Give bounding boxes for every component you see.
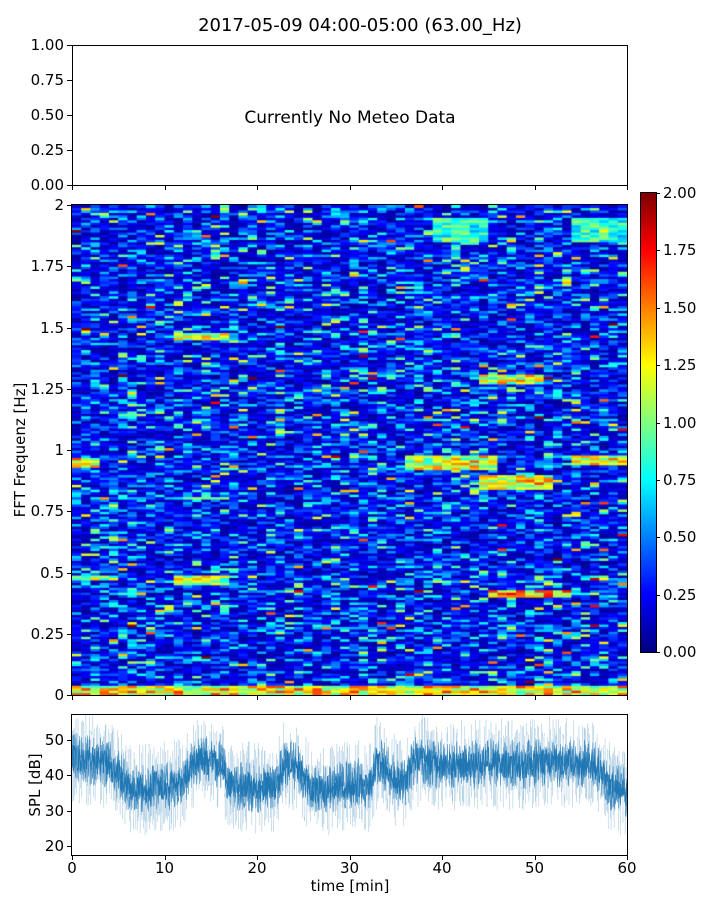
x-tick-mark: [164, 695, 166, 700]
x-tick-mark: [72, 855, 73, 860]
spectrogram-y-tick-label: 1.25: [30, 379, 64, 398]
spectrogram-heatmap: [72, 205, 627, 695]
meteo-y-tick-label: 0.50: [30, 106, 64, 124]
figure-title: 2017-05-09 04:00-05:00 (63.00_Hz): [198, 15, 522, 36]
colorbar-tick-mark: [656, 365, 660, 367]
meteo-y-tick-label: 0.00: [30, 176, 64, 194]
x-tick-mark: [164, 855, 166, 860]
colorbar-tick-label: 0.25: [663, 585, 697, 604]
colorbar-tick-mark: [656, 422, 660, 424]
x-tick-label: 0: [67, 859, 77, 877]
colorbar-tick-mark: [656, 594, 660, 596]
spectrogram-y-tick-label: 0: [54, 686, 64, 704]
meteo-y-tick-mark: [67, 45, 72, 46]
x-tick-mark: [349, 185, 351, 190]
spectrogram-y-tick-mark: [67, 572, 72, 574]
colorbar-tick-mark: [656, 537, 660, 539]
colorbar-tick-label: 2.00: [663, 184, 697, 202]
spl-y-tick-mark: [67, 810, 72, 812]
x-tick-label: 60: [617, 859, 637, 877]
spl-y-tick-mark: [67, 775, 72, 777]
colorbar-tick-label: 0.75: [663, 470, 697, 489]
x-tick-mark: [257, 185, 258, 190]
colorbar-tick-mark: [656, 307, 660, 309]
spl-y-tick-mark: [67, 739, 72, 741]
meteo-y-tick-mark: [67, 115, 72, 116]
spl-y-tick-label: 50: [44, 730, 64, 749]
x-tick-label: 50: [524, 859, 545, 877]
x-tick-mark: [442, 855, 443, 860]
x-tick-mark: [627, 855, 628, 860]
meteo-y-tick-label: 0.75: [30, 71, 64, 89]
spectrogram-y-tick-label: 0.75: [30, 502, 64, 521]
spectrogram-y-tick-mark: [67, 450, 72, 451]
x-tick-mark: [72, 695, 73, 700]
colorbar-tick-label: 0.00: [663, 643, 697, 661]
spectrogram-y-tick-mark: [67, 205, 72, 206]
colorbar-tick-mark: [656, 193, 660, 194]
spectrogram-frame: [71, 204, 628, 696]
x-tick-label: 30: [339, 859, 360, 877]
x-tick-mark: [534, 695, 536, 700]
spectrogram-y-tick-label: 0.25: [30, 624, 64, 643]
x-tick-mark: [442, 695, 443, 700]
spl-y-tick-label: 30: [44, 801, 64, 820]
colorbar-tick-label: 0.50: [663, 528, 697, 547]
spl-frame: [71, 714, 628, 856]
x-tick-mark: [257, 695, 258, 700]
x-tick-mark: [534, 855, 536, 860]
colorbar-tick-mark: [656, 250, 660, 252]
x-tick-mark: [257, 855, 258, 860]
spectrogram-y-tick-label: 1.75: [30, 257, 64, 276]
meteo-y-tick-mark: [67, 80, 72, 81]
spl-y-label: SPL [dB]: [26, 753, 44, 817]
spl-y-tick-label: 20: [44, 837, 64, 856]
x-tick-label: 40: [432, 859, 452, 877]
spl-y-tick-mark: [67, 846, 72, 848]
spectrogram-y-tick-mark: [67, 327, 72, 329]
colorbar-tick-label: 1.25: [663, 356, 697, 375]
colorbar-tick-label: 1.75: [663, 241, 697, 260]
no-meteo-annotation: Currently No Meteo Data: [244, 108, 456, 128]
x-tick-mark: [627, 185, 628, 190]
x-tick-mark: [442, 185, 443, 190]
spl-y-tick-label: 40: [44, 766, 64, 785]
spectrogram-y-tick-mark: [67, 266, 72, 268]
meteo-panel: Currently No Meteo Data: [72, 45, 628, 186]
colorbar: [641, 193, 656, 652]
x-tick-mark: [349, 695, 351, 700]
meteo-y-tick-label: 0.25: [30, 141, 64, 159]
spectrogram-y-tick-mark: [67, 633, 72, 635]
spectrogram-y-tick-label: 1.5: [40, 318, 64, 337]
x-tick-mark: [72, 185, 73, 190]
spectrogram-y-tick-mark: [67, 388, 72, 390]
x-tick-label: 20: [247, 859, 267, 877]
colorbar-tick-label: 1.00: [663, 413, 697, 432]
colorbar-tick-mark: [656, 652, 660, 653]
meteo-y-tick-mark: [67, 150, 72, 151]
x-tick-label: 10: [154, 859, 175, 877]
spectrogram-y-tick-label: 0.5: [40, 563, 64, 582]
spl-plot: [72, 715, 627, 836]
colorbar-tick-label: 1.50: [663, 298, 697, 317]
meteo-y-tick-label: 1.00: [30, 36, 64, 54]
x-axis-label: time [min]: [310, 877, 390, 895]
x-tick-mark: [534, 185, 536, 190]
meteo-y-tick-mark: [67, 185, 72, 186]
colorbar-tick-mark: [656, 479, 660, 481]
spl-line-core: [72, 744, 627, 807]
spectrogram-y-tick-label: 2: [54, 196, 64, 214]
spectrogram-y-label: FFT Frequenz [Hz]: [11, 382, 29, 518]
x-tick-mark: [164, 185, 166, 190]
colorbar-frame: [640, 192, 657, 653]
x-tick-mark: [349, 855, 351, 860]
x-tick-mark: [627, 695, 628, 700]
spectrogram-y-tick-mark: [67, 511, 72, 513]
spectrogram-y-tick-mark: [67, 695, 72, 696]
spectrogram-y-tick-label: 1: [54, 441, 64, 459]
